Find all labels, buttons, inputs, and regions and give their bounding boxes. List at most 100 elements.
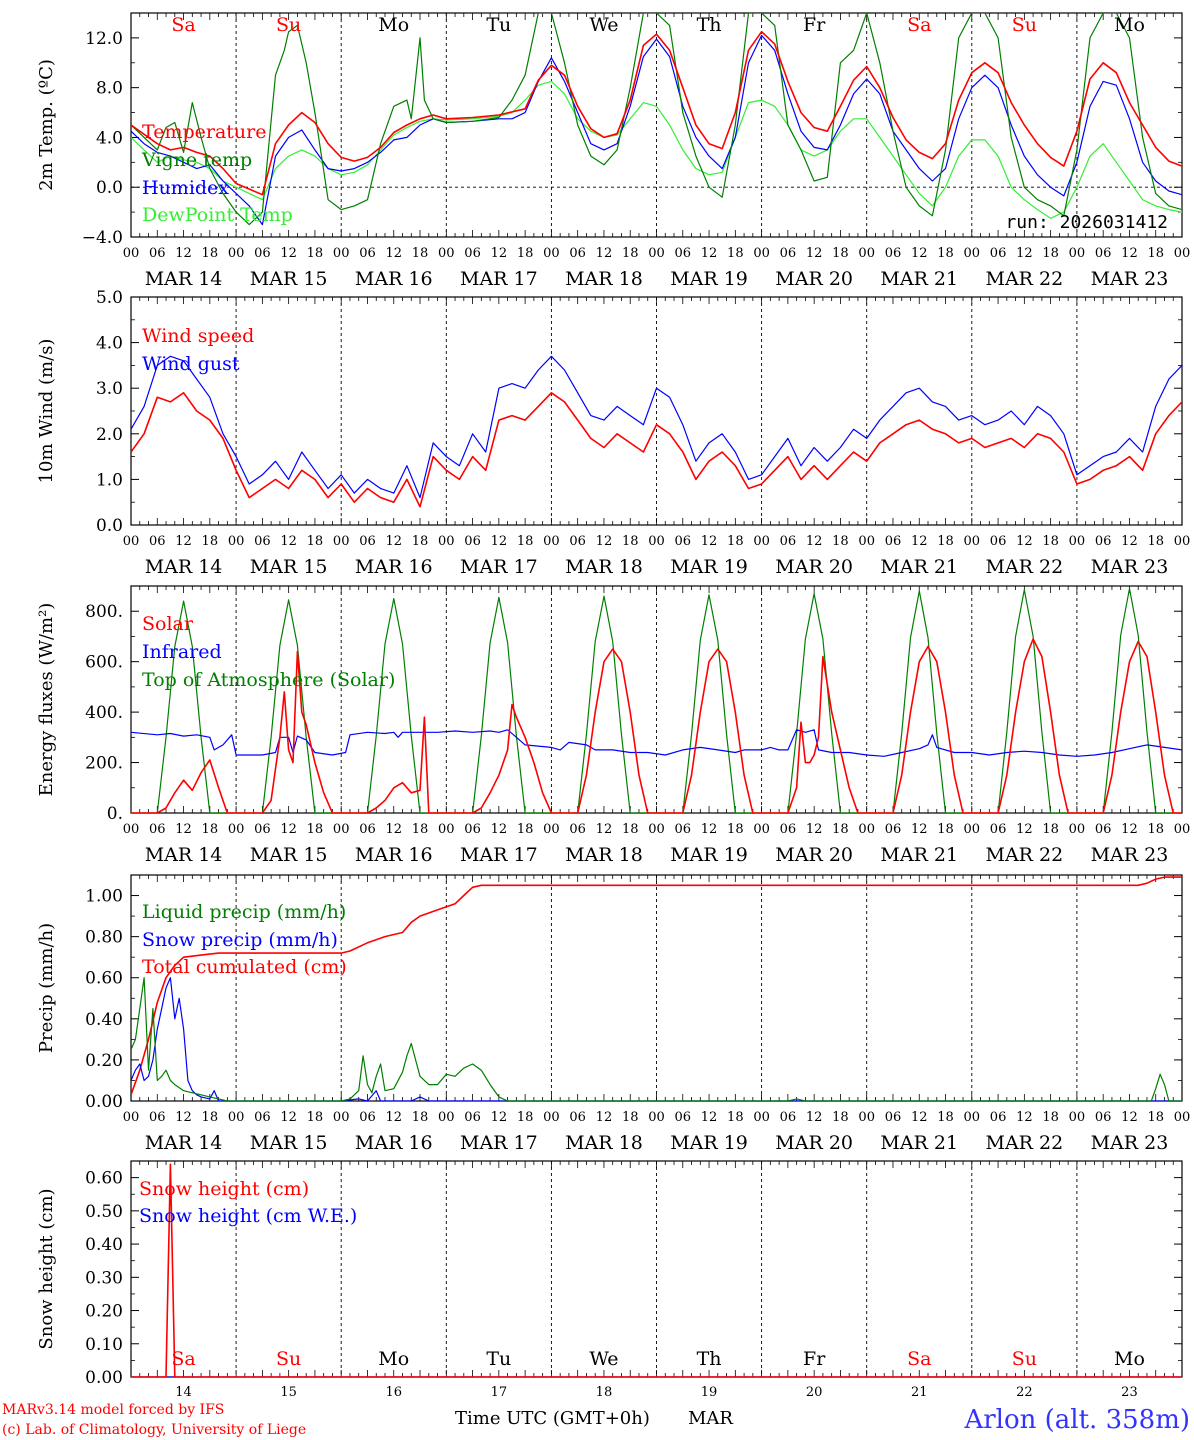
hour-tick-label: 00 <box>333 246 350 261</box>
hour-tick-label: 06 <box>569 534 586 549</box>
hour-tick-label: 00 <box>1069 534 1086 549</box>
hour-tick-label: 18 <box>1147 1110 1164 1125</box>
series-line-snow-height-cm- <box>131 1163 1182 1377</box>
hour-tick-label: 00 <box>964 246 981 261</box>
series-line-solar <box>131 638 1182 813</box>
legend-entry: Wind speed <box>142 325 254 347</box>
day-label: MAR 19 <box>670 556 748 578</box>
y-tick-label: 0.40 <box>85 1235 123 1255</box>
y-tick-label: 4.0 <box>96 334 123 354</box>
panel-energy: 0. 200. 400. 600. 800. Energy fluxes (W/m²) So… <box>36 585 1191 866</box>
hour-tick-label: 12 <box>701 822 718 837</box>
legend-entry: Top of Atmosphere (Solar) <box>142 669 395 691</box>
day-label: MAR 18 <box>565 1132 643 1154</box>
panel-precip: 0.00 0.20 0.40 0.60 0.80 1.00 Precip (mm/h) Liq… <box>36 874 1191 1154</box>
hour-tick-label: 18 <box>202 534 219 549</box>
y-tick-label: 0.80 <box>85 928 123 948</box>
hour-tick-label: 18 <box>832 1110 849 1125</box>
weekday-label: Mo <box>1114 14 1145 36</box>
day-label: MAR 17 <box>460 844 538 866</box>
hour-tick-label: 12 <box>280 246 297 261</box>
hour-tick-label: 00 <box>648 1110 665 1125</box>
hour-tick-label: 06 <box>990 1110 1007 1125</box>
hour-tick-label: 06 <box>675 534 692 549</box>
hour-tick-label: 00 <box>1174 1110 1191 1125</box>
y-tick-label: 8.0 <box>96 79 123 99</box>
hour-tick-label: 18 <box>1147 534 1164 549</box>
hour-tick-label: 00 <box>333 822 350 837</box>
hour-tick-label: 00 <box>753 246 770 261</box>
y-tick-label: 0.30 <box>85 1268 123 1288</box>
series-group <box>131 13 1182 226</box>
hour-tick-label: 12 <box>701 1110 718 1125</box>
panel-temp: −4.0 0.0 4.0 8.0 12.0 2m Temp. (ºC) Temperatur… <box>36 12 1190 290</box>
hour-tick-label: 00 <box>1174 822 1191 837</box>
y-tick-label: 1.0 <box>96 470 123 490</box>
hour-tick-label: 06 <box>675 246 692 261</box>
weekday-label: Sa <box>907 1348 931 1370</box>
y-tick-label: 0.40 <box>85 1010 123 1030</box>
hour-tick-label: 18 <box>937 534 954 549</box>
series-line-total-cumulated-cm- <box>131 876 1182 1096</box>
hour-tick-label: 18 <box>517 822 534 837</box>
hour-tick-label: 06 <box>675 1110 692 1125</box>
hour-tick-label: 06 <box>1095 246 1112 261</box>
hour-tick-label: 18 <box>727 822 744 837</box>
hour-tick-label: 06 <box>885 534 902 549</box>
hour-tick-label: 00 <box>1069 822 1086 837</box>
hour-tick-label: 00 <box>228 534 245 549</box>
hour-tick-label: 00 <box>1069 1110 1086 1125</box>
day-number-label: 15 <box>280 1385 297 1400</box>
hour-tick-label: 06 <box>569 1110 586 1125</box>
day-label: MAR 16 <box>355 556 433 578</box>
day-label: MAR 18 <box>565 556 643 578</box>
hour-tick-label: 12 <box>806 534 823 549</box>
y-tick-label: 200. <box>85 754 123 774</box>
hour-tick-label: 06 <box>464 822 481 837</box>
day-label: MAR 18 <box>565 268 643 290</box>
hour-tick-label: 12 <box>701 534 718 549</box>
y-tick-label: 0.60 <box>85 1169 123 1189</box>
weekday-label: Sa <box>907 14 931 36</box>
hour-tick-label: 18 <box>1042 246 1059 261</box>
legend-entry: Snow height (cm W.E.) <box>139 1205 357 1227</box>
day-number-label: 19 <box>701 1385 718 1400</box>
legend-entry: Infrared <box>142 641 222 663</box>
day-label: MAR 19 <box>670 268 748 290</box>
hour-tick-label: 18 <box>622 1110 639 1125</box>
y-tick-label: 0.0 <box>96 516 123 536</box>
panel-wind: 0.0 1.0 2.0 3.0 4.0 5.0 10m Wind (m/s) Wind spe… <box>36 288 1190 578</box>
hour-tick-label: 18 <box>832 246 849 261</box>
hour-tick-label: 00 <box>333 534 350 549</box>
legend-entry: Snow height (cm) <box>139 1178 309 1200</box>
hour-tick-label: 00 <box>858 246 875 261</box>
hour-tick-label: 18 <box>307 822 324 837</box>
hour-tick-label: 06 <box>990 822 1007 837</box>
legend-entry: Vigne temp <box>141 149 252 171</box>
hour-tick-label: 00 <box>123 1110 140 1125</box>
hour-tick-label: 18 <box>622 246 639 261</box>
weekday-label: Th <box>697 1348 722 1370</box>
legend-entry: Liquid precip (mm/h) <box>142 901 346 923</box>
day-label: MAR 23 <box>1091 844 1169 866</box>
series-line-wind-speed <box>131 391 1182 508</box>
hour-tick-label: 18 <box>937 1110 954 1125</box>
series-group <box>131 355 1182 508</box>
series-line-temperature <box>131 30 1182 196</box>
day-label: MAR 21 <box>880 556 958 578</box>
hour-tick-label: 12 <box>280 534 297 549</box>
hour-tick-label: 00 <box>123 246 140 261</box>
legend-entry: Snow precip (mm/h) <box>142 929 338 951</box>
hour-tick-label: 06 <box>254 534 271 549</box>
hour-tick-label: 18 <box>517 246 534 261</box>
hour-tick-label: 18 <box>412 246 429 261</box>
day-number-label: 22 <box>1016 1385 1033 1400</box>
day-label: MAR 21 <box>880 268 958 290</box>
hour-tick-label: 12 <box>385 1110 402 1125</box>
hour-tick-label: 12 <box>280 822 297 837</box>
hour-tick-label: 00 <box>123 822 140 837</box>
hour-tick-label: 00 <box>543 822 560 837</box>
hour-tick-label: 12 <box>596 246 613 261</box>
series-line-top-of-atmosphere-solar- <box>131 587 1182 813</box>
hour-tick-label: 12 <box>1121 246 1138 261</box>
